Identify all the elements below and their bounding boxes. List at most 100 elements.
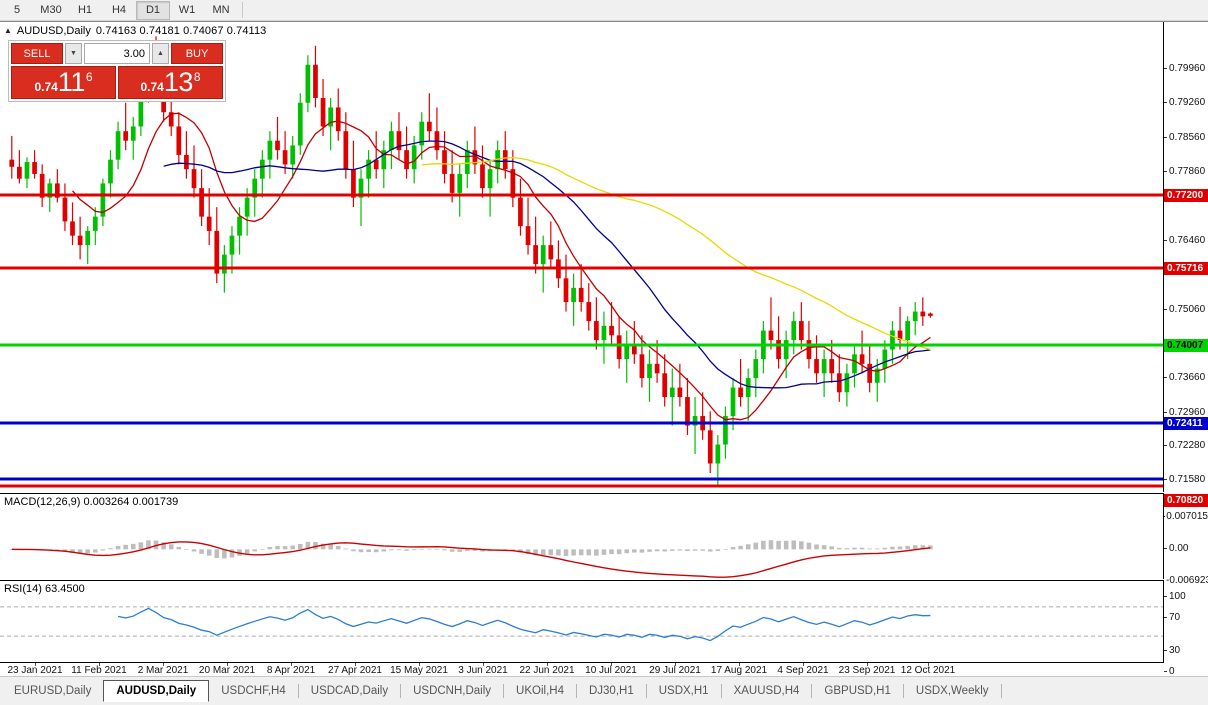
- lot-size-input[interactable]: 3.00: [84, 43, 150, 64]
- date-tick: [928, 663, 929, 666]
- symbol-tab-usdcnh-daily[interactable]: USDCNH,Daily: [413, 685, 492, 697]
- price-tick: 0.72960: [1164, 407, 1208, 418]
- indicator-scale-tick: 0.00: [1164, 543, 1208, 554]
- date-tick: [547, 663, 548, 666]
- date-label: 23 Jan 2021: [7, 665, 63, 676]
- timeframe-button-mn[interactable]: MN: [212, 4, 230, 16]
- symbol-tab-eurusd-daily[interactable]: EURUSD,Daily: [14, 685, 92, 697]
- collapse-triangle-icon[interactable]: ▲: [4, 26, 12, 35]
- sell-button[interactable]: SELL: [11, 43, 63, 64]
- date-label: 2 Mar 2021: [137, 665, 189, 676]
- indicator-scale-tick: 30: [1164, 645, 1208, 656]
- candlestick-chart: [0, 36, 1163, 488]
- indicator-scale-tick: 0.007015: [1164, 511, 1208, 522]
- date-label: 23 Sep 2021: [838, 665, 896, 676]
- timeframe-button-h4[interactable]: H4: [111, 4, 127, 16]
- price-level-label[interactable]: 0.75716: [1164, 262, 1208, 275]
- buy-price-box[interactable]: 0.74 13 8: [118, 66, 223, 99]
- timeframe-button-d1[interactable]: D1: [136, 0, 170, 20]
- symbol-tab-gbpusd-h1[interactable]: GBPUSD,H1: [824, 685, 891, 697]
- price-level-label[interactable]: 0.74007: [1164, 339, 1208, 352]
- date-label: 12 Oct 2021: [900, 665, 956, 676]
- price-level-label[interactable]: 0.77200: [1164, 189, 1208, 202]
- lot-decrement-button[interactable]: ▼: [65, 43, 82, 64]
- symbol-tab-usdx-weekly[interactable]: USDX,Weekly: [915, 685, 989, 697]
- price-scale-axis[interactable]: 0.79960 0.79260 0.78560 0.77860 0.76460 0.750…: [1164, 22, 1208, 677]
- date-label: 4 Sep 2021: [777, 665, 829, 676]
- indicator-scale-tick: -0.006923: [1166, 575, 1208, 586]
- rsi-label: RSI(14) 63.4500: [4, 583, 85, 595]
- price-level-label[interactable]: 0.70820: [1164, 494, 1208, 507]
- symbol-tab-ukoil-h4[interactable]: UKOil,H4: [516, 685, 564, 697]
- price-tick: 0.73660: [1164, 372, 1208, 383]
- date-tick: [611, 663, 612, 666]
- price-tick: 0.79960: [1164, 63, 1208, 74]
- tab-divider: [645, 684, 647, 698]
- sell-price-fraction: 6: [85, 70, 93, 84]
- date-label: 17 Aug 2021: [710, 665, 768, 676]
- date-tick: [739, 663, 740, 666]
- sell-price-big: 11: [57, 67, 86, 98]
- date-tick: [419, 663, 420, 666]
- macd-pane[interactable]: MACD(12,26,9) 0.003264 0.001739: [0, 493, 1164, 579]
- buy-price-prefix: 0.74: [140, 80, 164, 94]
- date-tick: [675, 663, 676, 666]
- date-tick: [227, 663, 228, 666]
- indicator-scale-tick: 0: [1164, 666, 1208, 677]
- date-tick: [803, 663, 804, 666]
- tab-divider: [400, 684, 402, 698]
- one-click-trading-panel[interactable]: SELL ▼ 3.00 ▲ BUY 0.74 11 6 0.74 13 8: [8, 40, 226, 102]
- macd-plot: [9, 540, 933, 578]
- symbol-tab-audusd-daily[interactable]: AUDUSD,Daily: [103, 680, 210, 702]
- rsi-plot: [0, 606, 1163, 642]
- tab-divider: [503, 684, 505, 698]
- timeframe-button-5[interactable]: 5: [13, 4, 21, 16]
- chart-window: MACD(12,26,9) 0.003264 0.001739 RSI(14) …: [0, 21, 1208, 677]
- date-tick: [291, 663, 292, 666]
- symbol-tab-xauusd-h4[interactable]: XAUUSD,H4: [733, 685, 800, 697]
- date-label: 3 Jun 2021: [458, 665, 508, 676]
- date-tick: [867, 663, 868, 666]
- lot-increment-button[interactable]: ▲: [152, 43, 169, 64]
- rsi-pane[interactable]: RSI(14) 63.4500: [0, 580, 1164, 662]
- date-tick: [355, 663, 356, 666]
- date-tick: [99, 663, 100, 666]
- macd-label: MACD(12,26,9) 0.003264 0.001739: [4, 496, 179, 508]
- symbol-tab-dj30-h1[interactable]: DJ30,H1: [588, 685, 634, 697]
- symbol-tab-bar: EURUSD,Daily AUDUSD,Daily USDCHF,H4 USDCAD,…: [0, 676, 1208, 705]
- date-tick: [163, 663, 164, 666]
- price-tick: 0.71580: [1164, 474, 1208, 485]
- toolbar-separator: [242, 2, 243, 18]
- ohlc-values: 0.74163 0.74181 0.74067 0.74113: [95, 25, 267, 37]
- chart-symbol-label: AUDUSD,Daily: [16, 25, 91, 37]
- tab-divider: [1000, 684, 1002, 698]
- indicator-scale-tick: 70: [1164, 612, 1208, 623]
- buy-price-fraction: 8: [193, 70, 201, 84]
- oct-price-row: 0.74 11 6 0.74 13 8: [9, 66, 225, 101]
- price-tick: 0.79260: [1164, 97, 1208, 108]
- price-tick: 0.76460: [1164, 235, 1208, 246]
- date-label: 27 Apr 2021: [328, 665, 382, 676]
- symbol-tab-usdchf-h4[interactable]: USDCHF,H4: [221, 685, 286, 697]
- sell-price-box[interactable]: 0.74 11 6: [11, 66, 116, 99]
- price-level-label[interactable]: 0.72411: [1164, 417, 1208, 430]
- timeframe-button-h1[interactable]: H1: [77, 4, 93, 16]
- tab-divider: [720, 684, 722, 698]
- tab-divider: [811, 684, 813, 698]
- date-label: 20 Mar 2021: [198, 665, 256, 676]
- symbol-tab-usdcad-daily[interactable]: USDCAD,Daily: [310, 685, 389, 697]
- symbol-tab-usdx-h1[interactable]: USDX,H1: [658, 685, 709, 697]
- time-axis: 23 Jan 2021 11 Feb 2021 2 Mar 2021 20 Mar 2…: [0, 662, 1164, 677]
- timeframe-button-m30[interactable]: M30: [40, 4, 62, 16]
- sell-price-prefix: 0.74: [34, 80, 58, 94]
- timeframe-toolbar: 5 M30 H1 H4 D1 W1 MN: [0, 0, 1208, 21]
- date-label: 22 Jun 2021: [519, 665, 575, 676]
- tab-divider: [575, 684, 577, 698]
- date-tick: [35, 663, 36, 666]
- buy-button[interactable]: BUY: [171, 43, 223, 64]
- price-tick: 0.72280: [1164, 440, 1208, 451]
- date-label: 11 Feb 2021: [71, 665, 127, 676]
- date-label: 15 May 2021: [390, 665, 448, 676]
- price-tick: 0.75060: [1164, 304, 1208, 315]
- timeframe-button-w1[interactable]: W1: [178, 4, 196, 16]
